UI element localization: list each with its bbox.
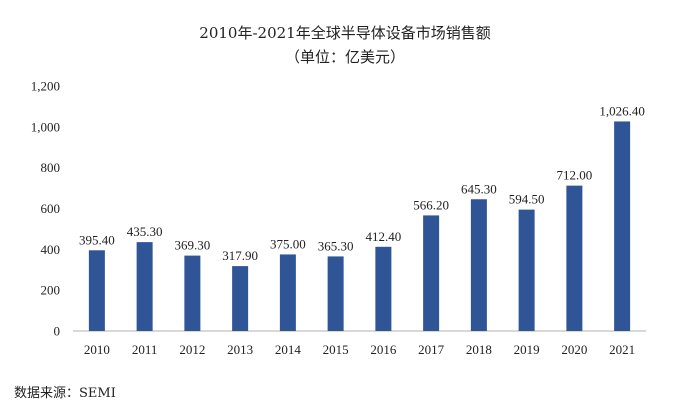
bar-2021 bbox=[614, 121, 631, 332]
chart-title: 2010年-2021年全球半导体设备市场销售额 bbox=[199, 24, 490, 42]
source-note: 数据来源：SEMI bbox=[14, 386, 116, 401]
data-label-2021: 1,026.40 bbox=[599, 103, 645, 118]
x-tick-label: 2010 bbox=[84, 342, 110, 357]
x-axis: 2010 2011 2012 2013 2014 2015 2016 2017 2018 2019… bbox=[84, 342, 635, 357]
x-tick-label: 2014 bbox=[275, 342, 302, 357]
bar-2019 bbox=[518, 209, 535, 331]
bar-2014 bbox=[279, 254, 296, 331]
y-tick-label: 1,200 bbox=[31, 79, 60, 94]
x-tick-label: 2015 bbox=[323, 342, 349, 357]
x-tick-label: 2019 bbox=[514, 342, 540, 357]
y-tick-label: 0 bbox=[54, 324, 61, 339]
data-label-2017: 566.20 bbox=[413, 197, 449, 212]
data-label-2016: 412.40 bbox=[366, 229, 402, 244]
bar-2020 bbox=[566, 185, 583, 331]
x-tick-label: 2018 bbox=[466, 342, 492, 357]
bar-2017 bbox=[423, 215, 440, 331]
x-tick-label: 2011 bbox=[132, 342, 158, 357]
data-label-2014: 375.00 bbox=[270, 236, 306, 251]
data-label-2015: 365.30 bbox=[318, 238, 354, 253]
data-label-2013: 317.90 bbox=[222, 248, 258, 263]
data-label-2011: 435.30 bbox=[127, 224, 163, 239]
x-tick-label: 2012 bbox=[179, 342, 205, 357]
x-tick-label: 2016 bbox=[370, 342, 397, 357]
data-label-2020: 712.00 bbox=[557, 168, 593, 183]
bar-2011 bbox=[136, 242, 153, 331]
bar-2015 bbox=[327, 256, 344, 331]
y-tick-label: 600 bbox=[41, 201, 61, 216]
y-tick-label: 800 bbox=[41, 160, 61, 175]
bar-2016 bbox=[375, 246, 392, 331]
bar-series: 395.40 435.30 369.30 317.90 375.00 365.30 412.… bbox=[79, 103, 645, 332]
bar-2013 bbox=[232, 266, 249, 331]
data-label-2018: 645.30 bbox=[461, 181, 497, 196]
y-tick-label: 200 bbox=[41, 283, 61, 298]
data-label-2019: 594.50 bbox=[509, 192, 545, 207]
y-tick-label: 400 bbox=[41, 242, 61, 257]
x-tick-label: 2020 bbox=[561, 342, 587, 357]
data-label-2012: 369.30 bbox=[175, 238, 211, 253]
bar-2018 bbox=[470, 199, 487, 331]
chart-subtitle: （单位：亿美元） bbox=[285, 48, 405, 66]
y-tick-label: 1,000 bbox=[31, 119, 60, 134]
x-tick-label: 2021 bbox=[609, 342, 635, 357]
x-tick-label: 2017 bbox=[418, 342, 445, 357]
bar-2010 bbox=[88, 250, 105, 331]
x-tick-label: 2013 bbox=[227, 342, 253, 357]
data-label-2010: 395.40 bbox=[79, 232, 115, 247]
y-axis: 0 200 400 600 800 1,000 1,200 bbox=[31, 79, 60, 339]
bar-2012 bbox=[184, 255, 201, 331]
